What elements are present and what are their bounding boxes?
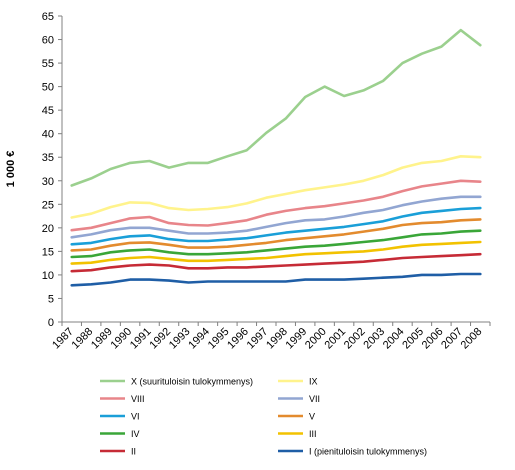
x-tick-label: 1990 [108, 326, 134, 352]
x-tick-label: 1987 [50, 326, 76, 352]
x-tick-label: 2002 [342, 326, 368, 352]
y-tick-label: 55 [42, 58, 54, 70]
x-tick-label: 1996 [225, 326, 251, 352]
y-tick-label: 30 [42, 176, 54, 188]
series-line [70, 252, 482, 273]
x-tick-label: 2000 [303, 326, 329, 352]
y-tick-label: 50 [42, 82, 54, 94]
y-tick-label: 40 [42, 129, 54, 141]
series-line [70, 218, 482, 252]
legend-label: V [309, 412, 315, 422]
y-axis-label: 1 000 € [5, 151, 17, 188]
y-tick-label: 60 [42, 35, 54, 47]
x-tick-label: 2005 [400, 326, 426, 352]
legend-label: VIII [131, 394, 145, 404]
y-tick-label: 10 [42, 270, 54, 282]
y-tick-label: 45 [42, 105, 54, 117]
x-tick-label: 2001 [322, 326, 348, 352]
series-line [70, 179, 482, 232]
x-tick-label: 1998 [264, 326, 290, 352]
y-tick-label: 5 [48, 293, 54, 305]
legend-label: VII [309, 394, 320, 404]
series-line [70, 240, 482, 265]
series-lines [70, 28, 482, 287]
x-tick-label: 2006 [420, 326, 446, 352]
y-tick-label: 25 [42, 199, 54, 211]
x-tick-label: 1994 [186, 326, 212, 352]
x-tick-label: 1993 [167, 326, 193, 352]
x-tick-label: 2007 [439, 326, 465, 352]
x-tick-label: 1992 [147, 326, 173, 352]
x-tick-label: 1995 [206, 326, 232, 352]
y-tick-label: 20 [42, 223, 54, 235]
series-line [70, 195, 482, 239]
x-tick-label: 2003 [361, 326, 387, 352]
legend-label: II [131, 447, 136, 457]
x-tick-label: 1997 [245, 326, 271, 352]
x-tick-label: 1991 [128, 326, 154, 352]
series-line [70, 229, 482, 259]
legend-label: I (pienituloisin tulokymmenys) [309, 447, 427, 457]
axes: 0510152025303540455055606519871988198919… [42, 11, 491, 352]
legend-label: IX [309, 377, 318, 387]
series-line [70, 272, 482, 287]
y-tick-label: 0 [48, 317, 54, 329]
series-line [70, 206, 482, 246]
y-tick-label: 35 [42, 152, 54, 164]
x-tick-label: 1988 [70, 326, 96, 352]
legend-label: X (suurituloisin tulokymmenys) [131, 377, 253, 387]
legend-label: VI [131, 412, 140, 422]
x-tick-label: 1989 [89, 326, 115, 352]
x-tick-label: 1999 [284, 326, 310, 352]
legend-label: IV [131, 429, 140, 439]
series-line [70, 28, 482, 187]
x-tick-label: 2008 [459, 326, 485, 352]
x-tick-label: 2004 [381, 326, 407, 352]
y-tick-label: 15 [42, 246, 54, 258]
legend-label: III [309, 429, 317, 439]
series-line [70, 155, 482, 219]
y-tick-label: 65 [42, 11, 54, 23]
